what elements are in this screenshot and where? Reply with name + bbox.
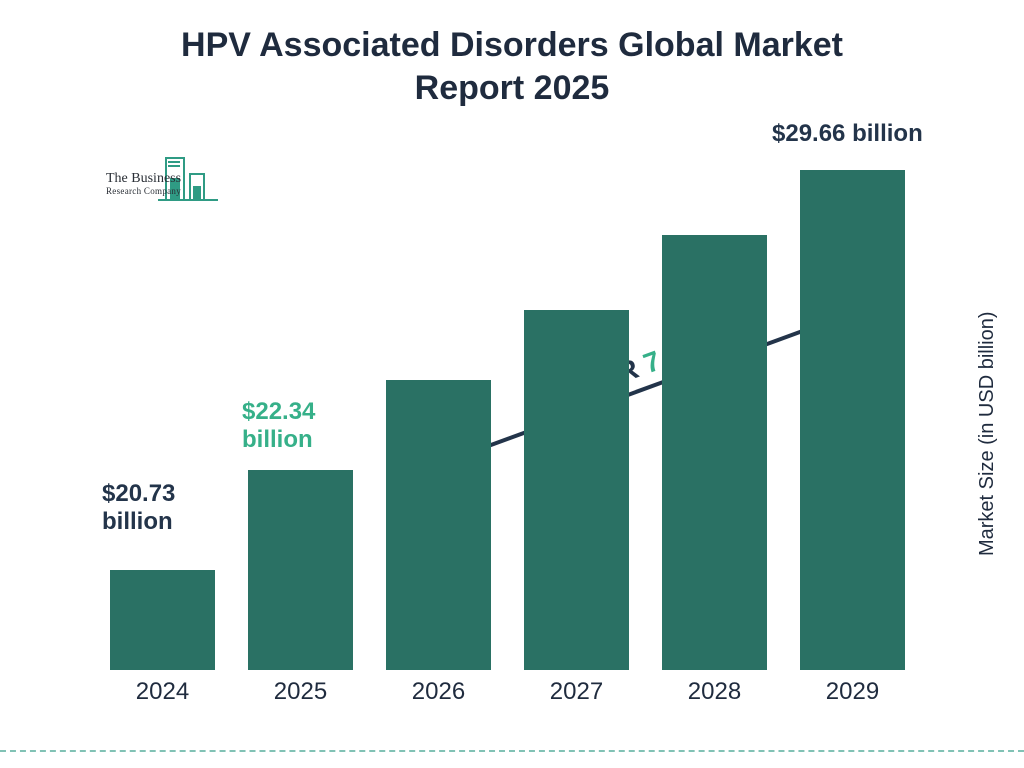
bar-2026 xyxy=(386,380,491,670)
x-label-2025: 2025 xyxy=(248,678,353,706)
bar-2027 xyxy=(524,310,629,670)
x-label-2028: 2028 xyxy=(662,678,767,706)
y-axis-title: Market Size (in USD billion) xyxy=(977,312,1000,557)
bar-2024 xyxy=(110,570,215,670)
footer-divider xyxy=(0,750,1024,752)
bar-chart: $20.73billion $22.34billion $29.66 billi… xyxy=(100,130,930,670)
x-label-2027: 2027 xyxy=(524,678,629,706)
bar-2029 xyxy=(800,170,905,670)
data-label-2025: $22.34billion xyxy=(242,398,315,453)
bar-2025 xyxy=(248,470,353,670)
chart-title: HPV Associated Disorders Global Market R… xyxy=(0,24,1024,109)
x-label-2029: 2029 xyxy=(800,678,905,706)
title-line-1: HPV Associated Disorders Global Market xyxy=(181,26,843,64)
x-label-2024: 2024 xyxy=(110,678,215,706)
data-label-2024: $20.73billion xyxy=(102,480,175,535)
data-label-2029: $29.66 billion xyxy=(772,120,923,148)
bar-2028 xyxy=(662,235,767,670)
title-line-2: Report 2025 xyxy=(415,69,610,107)
x-label-2026: 2026 xyxy=(386,678,491,706)
